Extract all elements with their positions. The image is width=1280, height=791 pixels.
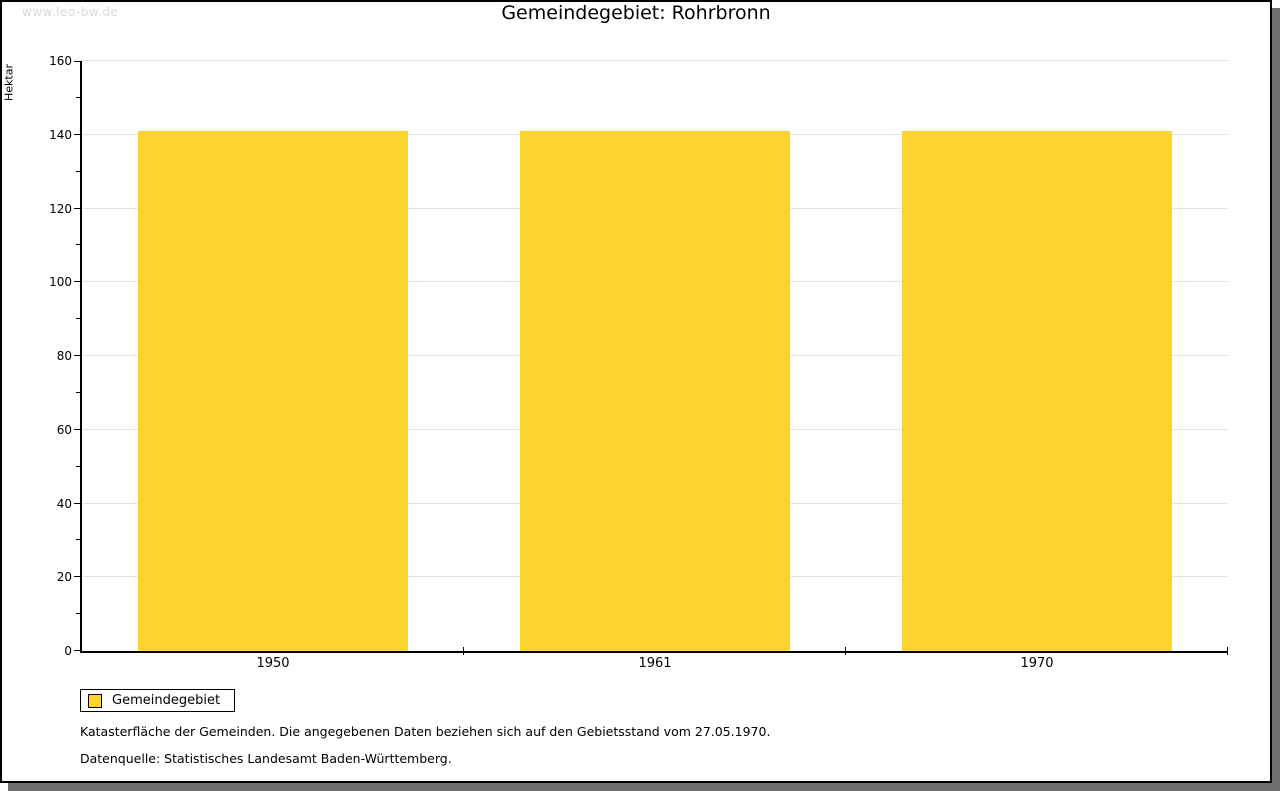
y-tick-label-160: 160 (49, 54, 72, 68)
y-tick-label-20: 20 (56, 570, 72, 585)
y-axis-line (80, 61, 82, 653)
gridline-160 (82, 60, 1228, 61)
y-minor-tick-90 (76, 318, 80, 320)
footnote-data-source: Datenquelle: Statistisches Landesamt Bad… (80, 751, 452, 766)
y-minor-tick-110 (76, 244, 80, 246)
x-boundary-tick-3 (1227, 647, 1228, 655)
x-category-label-1970: 1970 (1020, 656, 1054, 671)
y-tick-160 (74, 61, 80, 62)
y-tick-140 (74, 133, 80, 135)
y-tick-0 (74, 650, 80, 651)
y-minor-tick-10 (76, 613, 80, 615)
legend-label: Gemeindegebiet (112, 693, 221, 708)
y-tick-label-60: 60 (56, 422, 72, 437)
y-tick-label-120: 120 (49, 201, 72, 216)
y-minor-tick-70 (76, 391, 80, 393)
y-minor-tick-30 (76, 539, 80, 541)
bar-1961 (520, 131, 790, 651)
y-tick-100 (74, 281, 80, 283)
x-category-label-1950: 1950 (256, 656, 290, 671)
x-axis-line (80, 651, 1228, 653)
y-tick-label-80: 80 (56, 349, 72, 363)
legend-swatch (88, 693, 102, 708)
y-tick-80 (74, 355, 80, 356)
y-tick-label-140: 140 (49, 127, 72, 142)
y-tick-label-40: 40 (56, 496, 72, 511)
x-boundary-tick-2 (845, 647, 846, 655)
y-tick-60 (74, 428, 80, 430)
footnote-source-note: Katasterfläche der Gemeinden. Die angege… (80, 724, 771, 739)
y-tick-40 (74, 502, 80, 504)
plot-area: 0 20 40 60 80 100 120 140 160 1950 1961 1970 (49, 54, 1228, 671)
y-tick-20 (74, 576, 80, 578)
frame-shadow-right (1272, 8, 1280, 791)
legend-box: Gemeindegebiet (80, 689, 236, 712)
y-minor-tick-150 (76, 96, 80, 98)
y-tick-label-100: 100 (49, 275, 72, 290)
x-category-label-1961: 1961 (638, 656, 672, 671)
frame-shadow-bottom (8, 783, 1280, 791)
y-minor-tick-130 (76, 170, 80, 172)
x-boundary-tick-1 (463, 647, 464, 655)
chart-title: Gemeindegebiet: Rohrbronn (501, 2, 771, 24)
y-tick-label-0: 0 (64, 644, 72, 658)
bar-1950 (138, 131, 408, 651)
watermark-text: www.leo-bw.de (22, 5, 119, 19)
y-minor-tick-50 (76, 465, 80, 467)
y-tick-120 (74, 207, 80, 209)
bar-1970 (902, 131, 1172, 651)
